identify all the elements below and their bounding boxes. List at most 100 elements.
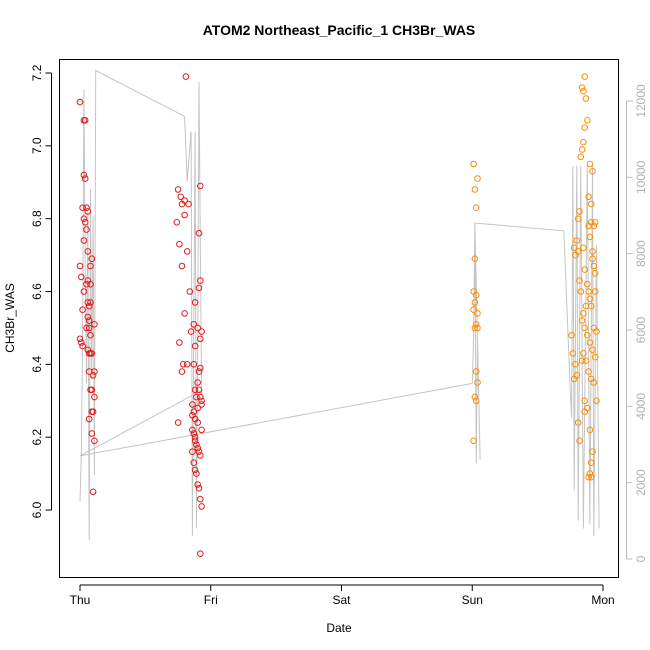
flight1-point — [198, 503, 205, 510]
y-tick-label: 6.6 — [30, 283, 44, 300]
flight1-point — [78, 273, 85, 281]
flight2-point — [589, 448, 596, 456]
flight1-point — [88, 350, 96, 357]
flight1-point — [189, 401, 196, 408]
flight2-point — [590, 379, 598, 386]
flight2-point — [586, 160, 594, 168]
x-tick-label: Mon — [591, 593, 614, 607]
flight2-point — [572, 361, 579, 368]
flight1-point — [81, 219, 89, 226]
y2-tick-label: 2000 — [634, 469, 648, 496]
flight1-point — [195, 284, 203, 292]
flight1-point — [83, 226, 90, 233]
flight1-point — [197, 182, 204, 190]
flight2-point — [590, 222, 598, 230]
y-tick-label: 6.8 — [30, 210, 44, 227]
flight1-point — [195, 229, 203, 237]
flight1-point — [180, 361, 187, 368]
flight1-point — [198, 426, 205, 434]
flight1-point — [187, 328, 195, 335]
flight1-point — [193, 393, 200, 401]
flight2-point — [573, 237, 581, 244]
flight1-point — [91, 437, 98, 445]
altitude-layer — [79, 69, 600, 540]
flight2-point — [576, 277, 583, 284]
flight1-point — [191, 466, 199, 474]
flight1-point — [191, 433, 199, 441]
flight1-point — [84, 313, 92, 321]
flight1-point — [79, 204, 86, 211]
flight1-point — [88, 255, 96, 263]
flight1-point — [191, 342, 199, 350]
flight1-point — [91, 321, 98, 328]
flight1-point — [173, 219, 181, 226]
flight2-point — [472, 397, 480, 405]
flight2-point — [586, 233, 594, 241]
flight2-point — [472, 368, 480, 375]
y2-tick-label: 4000 — [634, 393, 648, 420]
flight1-point — [183, 248, 191, 255]
flight2-point — [471, 324, 479, 332]
flight2-point — [586, 339, 594, 346]
y-tick-label: 7.0 — [30, 137, 44, 154]
flight1-point — [178, 262, 186, 270]
x-tick-label: Sun — [462, 593, 483, 607]
flight1-point — [186, 288, 194, 295]
flight2-point — [472, 291, 480, 299]
flight2-point — [593, 328, 600, 335]
flight2-point — [584, 331, 591, 339]
flight1-point — [197, 364, 204, 372]
flight2-point — [593, 397, 600, 405]
flight1-point — [87, 280, 94, 288]
flight1-point — [85, 317, 93, 324]
flight2-point — [474, 175, 481, 182]
flight1-point — [183, 361, 191, 368]
flight1-point — [185, 200, 192, 208]
flight1-point — [191, 299, 199, 306]
flight2-point — [470, 306, 477, 314]
flight1-point — [83, 324, 90, 332]
flight2-point — [589, 168, 596, 175]
flight1-point — [190, 430, 198, 437]
altitude-series-line — [79, 69, 600, 540]
flight2-point — [470, 437, 477, 445]
flight1-point — [194, 444, 201, 452]
flight2-point — [577, 153, 585, 161]
flight2-point — [590, 262, 598, 270]
flight1-point — [197, 550, 204, 558]
flight2-point — [589, 346, 596, 354]
flight1-point — [193, 470, 200, 477]
y-tick-label: 7.2 — [30, 64, 44, 81]
flight1-point — [84, 346, 92, 354]
flight1-point — [197, 277, 204, 284]
flight1-point — [191, 386, 199, 394]
flight1-point — [194, 419, 201, 426]
flight1-point — [84, 208, 92, 215]
flight2-point — [582, 302, 590, 310]
flight1-point — [195, 386, 203, 394]
flight1-point — [197, 393, 204, 401]
flight1-point — [182, 73, 190, 80]
flight2-point — [580, 87, 587, 95]
flight2-point — [587, 473, 595, 481]
flight1-point — [194, 481, 201, 488]
flight2-point — [573, 372, 581, 379]
flight1-point — [190, 408, 198, 416]
flight1-point — [87, 262, 94, 270]
y2-tick-label: 10000 — [634, 160, 648, 194]
flight2-point — [474, 324, 481, 332]
flight1-point — [91, 368, 98, 375]
y-tick-label: 6.0 — [30, 501, 44, 518]
flight1-point — [181, 197, 188, 204]
x-axis-title: Date — [326, 621, 352, 635]
flight1-point — [85, 302, 93, 310]
flight2-point — [470, 160, 477, 168]
flight2-point — [578, 84, 586, 91]
flight2-point — [589, 248, 596, 255]
flight1-point — [189, 412, 196, 419]
flight1-point — [80, 288, 88, 295]
flight2-point — [585, 288, 592, 295]
flight2-point — [578, 357, 586, 365]
y-axis-right: 0 2000 4000 6000 8000 10000 12000 — [626, 84, 648, 562]
